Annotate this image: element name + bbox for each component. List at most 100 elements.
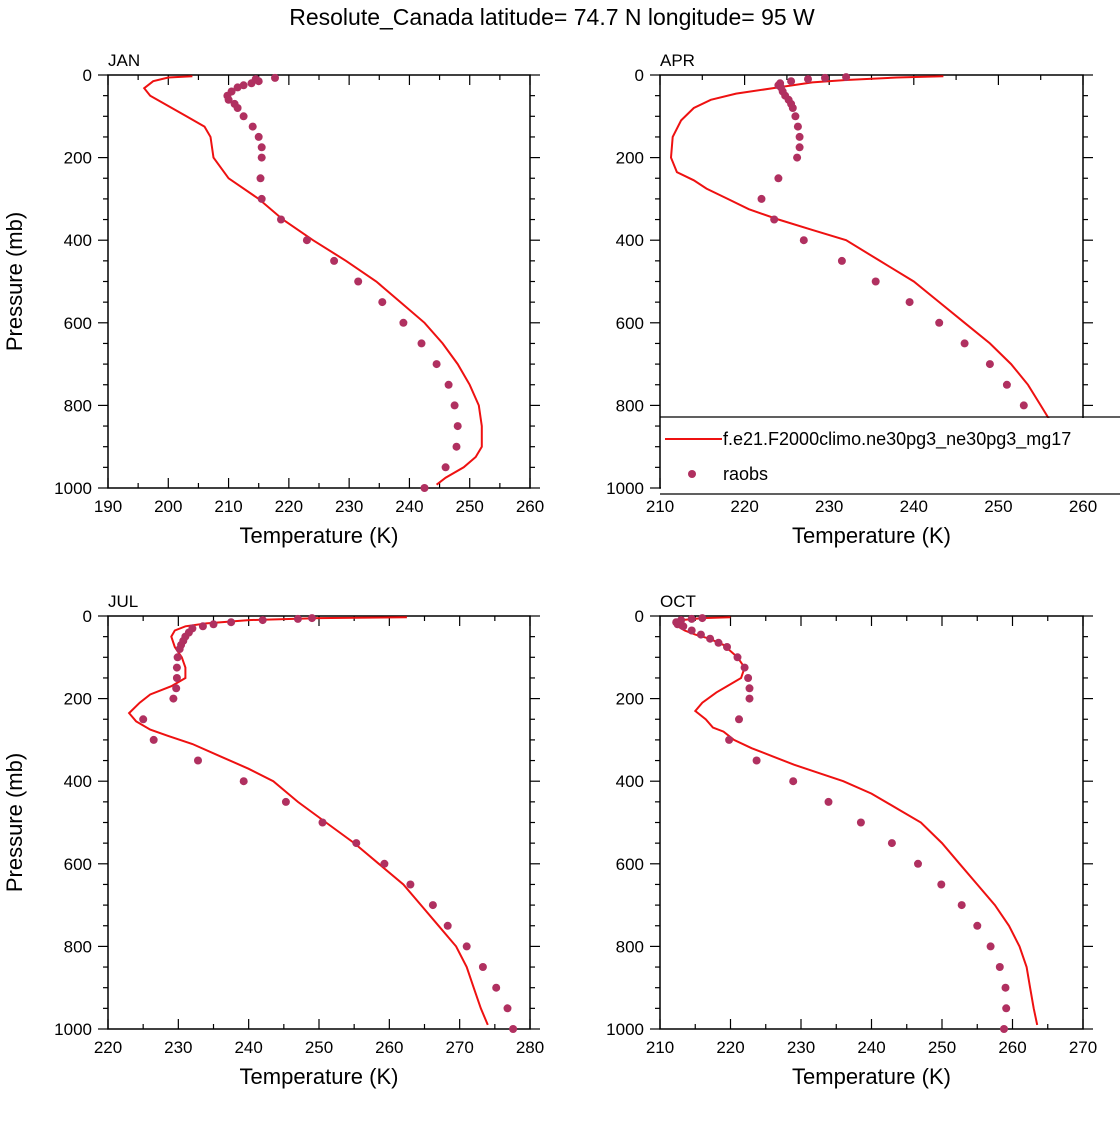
apr-raobs-point xyxy=(837,256,846,265)
oct-raobs-point xyxy=(735,715,743,724)
jan-x-tick-label: 190 xyxy=(94,497,122,516)
jan-raobs-point xyxy=(257,153,266,162)
apr-x-tick-label: 260 xyxy=(1069,497,1097,516)
oct-x-tick-label: 250 xyxy=(928,1038,956,1057)
oct-x-tick-label: 220 xyxy=(716,1038,744,1057)
jan-raobs-point xyxy=(452,442,461,451)
jul-raobs-point xyxy=(443,921,452,930)
jan-raobs-point xyxy=(247,79,256,88)
apr-raobs-point xyxy=(935,318,944,327)
apr-raobs-point xyxy=(871,277,880,286)
jan-raobs-point xyxy=(330,256,339,265)
oct-raobs-point xyxy=(986,942,995,951)
jul-raobs-point xyxy=(172,684,181,693)
apr-raobs-point xyxy=(793,153,802,162)
jul-raobs-point xyxy=(173,653,182,662)
apr-y-tick-label: 800 xyxy=(616,396,644,415)
jul-y-tick-label: 200 xyxy=(64,690,92,709)
jul-raobs-point xyxy=(308,614,316,623)
jul-raobs-point xyxy=(172,663,181,672)
oct-y-tick-label: 200 xyxy=(616,690,644,709)
apr-raobs-point xyxy=(821,73,829,82)
oct-x-axis-title: Temperature (K) xyxy=(792,1064,951,1089)
jan-y-tick-label: 0 xyxy=(83,66,92,85)
oct-raobs-point xyxy=(1000,1025,1008,1033)
oct-x-tick-label: 260 xyxy=(998,1038,1026,1057)
apr-y-tick-label: 200 xyxy=(616,149,644,168)
jul-raobs-point xyxy=(352,839,361,848)
oct-y-tick-label: 400 xyxy=(616,772,644,791)
oct-raobs-point xyxy=(856,818,865,827)
jan-x-tick-label: 260 xyxy=(516,497,544,516)
apr-x-tick-label: 240 xyxy=(900,497,928,516)
apr-raobs-point xyxy=(842,73,851,82)
oct-model-line xyxy=(673,616,1039,1026)
apr-x-axis-title: Temperature (K) xyxy=(792,523,951,548)
jul-raobs-point xyxy=(492,983,501,992)
jan-y-tick-label: 800 xyxy=(64,396,92,415)
jul-raobs-point xyxy=(462,942,471,951)
oct-raobs-point xyxy=(687,614,696,623)
jan-raobs-point xyxy=(257,143,266,152)
jan-raobs-point xyxy=(254,77,263,86)
apr-raobs-point xyxy=(791,112,800,121)
oct-raobs-point xyxy=(740,663,749,672)
jul-raobs-point xyxy=(258,616,267,625)
apr-raobs-point xyxy=(1019,401,1028,410)
jul-x-tick-label: 260 xyxy=(375,1038,403,1057)
jan-x-tick-label: 220 xyxy=(275,497,303,516)
apr-y-tick-label: 1000 xyxy=(606,479,644,498)
jul-panel-label: JUL xyxy=(108,592,138,611)
oct-raobs-point xyxy=(696,630,705,639)
page-title: Resolute_Canada latitude= 74.7 N longitu… xyxy=(289,4,815,30)
jan-raobs-point xyxy=(224,95,233,104)
oct-raobs-point xyxy=(824,797,833,806)
jul-y-tick-label: 1000 xyxy=(54,1020,92,1039)
jan-raobs-point xyxy=(248,122,257,131)
jan-raobs-point xyxy=(420,484,429,492)
apr-raobs-point xyxy=(960,339,969,348)
jul-raobs-point xyxy=(227,618,236,627)
oct-raobs-point xyxy=(914,859,922,868)
apr-x-tick-label: 220 xyxy=(730,497,758,516)
jul-raobs-point xyxy=(293,614,302,623)
oct-raobs-point xyxy=(995,963,1004,971)
jan-x-tick-label: 210 xyxy=(214,497,242,516)
oct-raobs-point xyxy=(887,839,896,848)
oct-raobs-point xyxy=(1001,983,1010,992)
legend-background xyxy=(661,418,1120,493)
jul-x-tick-label: 270 xyxy=(445,1038,473,1057)
oct-x-tick-label: 230 xyxy=(787,1038,815,1057)
jul-raobs-point xyxy=(406,880,415,889)
jan-raobs-point xyxy=(432,360,441,369)
jul-raobs-point xyxy=(198,622,207,631)
apr-raobs-point xyxy=(985,360,994,369)
oct-raobs-point xyxy=(679,622,688,631)
oct-raobs-point xyxy=(937,880,946,889)
jul-x-tick-label: 240 xyxy=(234,1038,262,1057)
jan-raobs-point xyxy=(277,215,285,224)
jul-raobs-point xyxy=(209,620,218,629)
apr-raobs-point xyxy=(774,174,783,183)
oct-raobs-point xyxy=(723,643,731,651)
jul-y-tick-label: 400 xyxy=(64,772,92,791)
jan-y-tick-label: 400 xyxy=(64,231,92,250)
jan-raobs-point xyxy=(302,236,311,245)
jul-raobs-point xyxy=(380,859,389,868)
apr-raobs-point xyxy=(905,298,914,307)
jul-x-tick-label: 250 xyxy=(305,1038,333,1057)
jan-y-tick-label: 600 xyxy=(64,314,92,333)
oct-x-tick-label: 270 xyxy=(1069,1038,1097,1057)
jul-y-tick-label: 600 xyxy=(64,855,92,874)
oct-raobs-point xyxy=(745,694,754,703)
jan-plot-frame xyxy=(107,74,531,489)
jul-x-tick-label: 280 xyxy=(516,1038,544,1057)
oct-raobs-point xyxy=(973,921,982,930)
jan-model-line xyxy=(142,75,483,486)
jul-raobs-point xyxy=(281,797,290,806)
jul-x-axis-title: Temperature (K) xyxy=(240,1064,399,1089)
apr-raobs-point xyxy=(1002,380,1011,389)
oct-raobs-point xyxy=(698,614,707,623)
jan-y-tick-label: 200 xyxy=(64,149,92,168)
